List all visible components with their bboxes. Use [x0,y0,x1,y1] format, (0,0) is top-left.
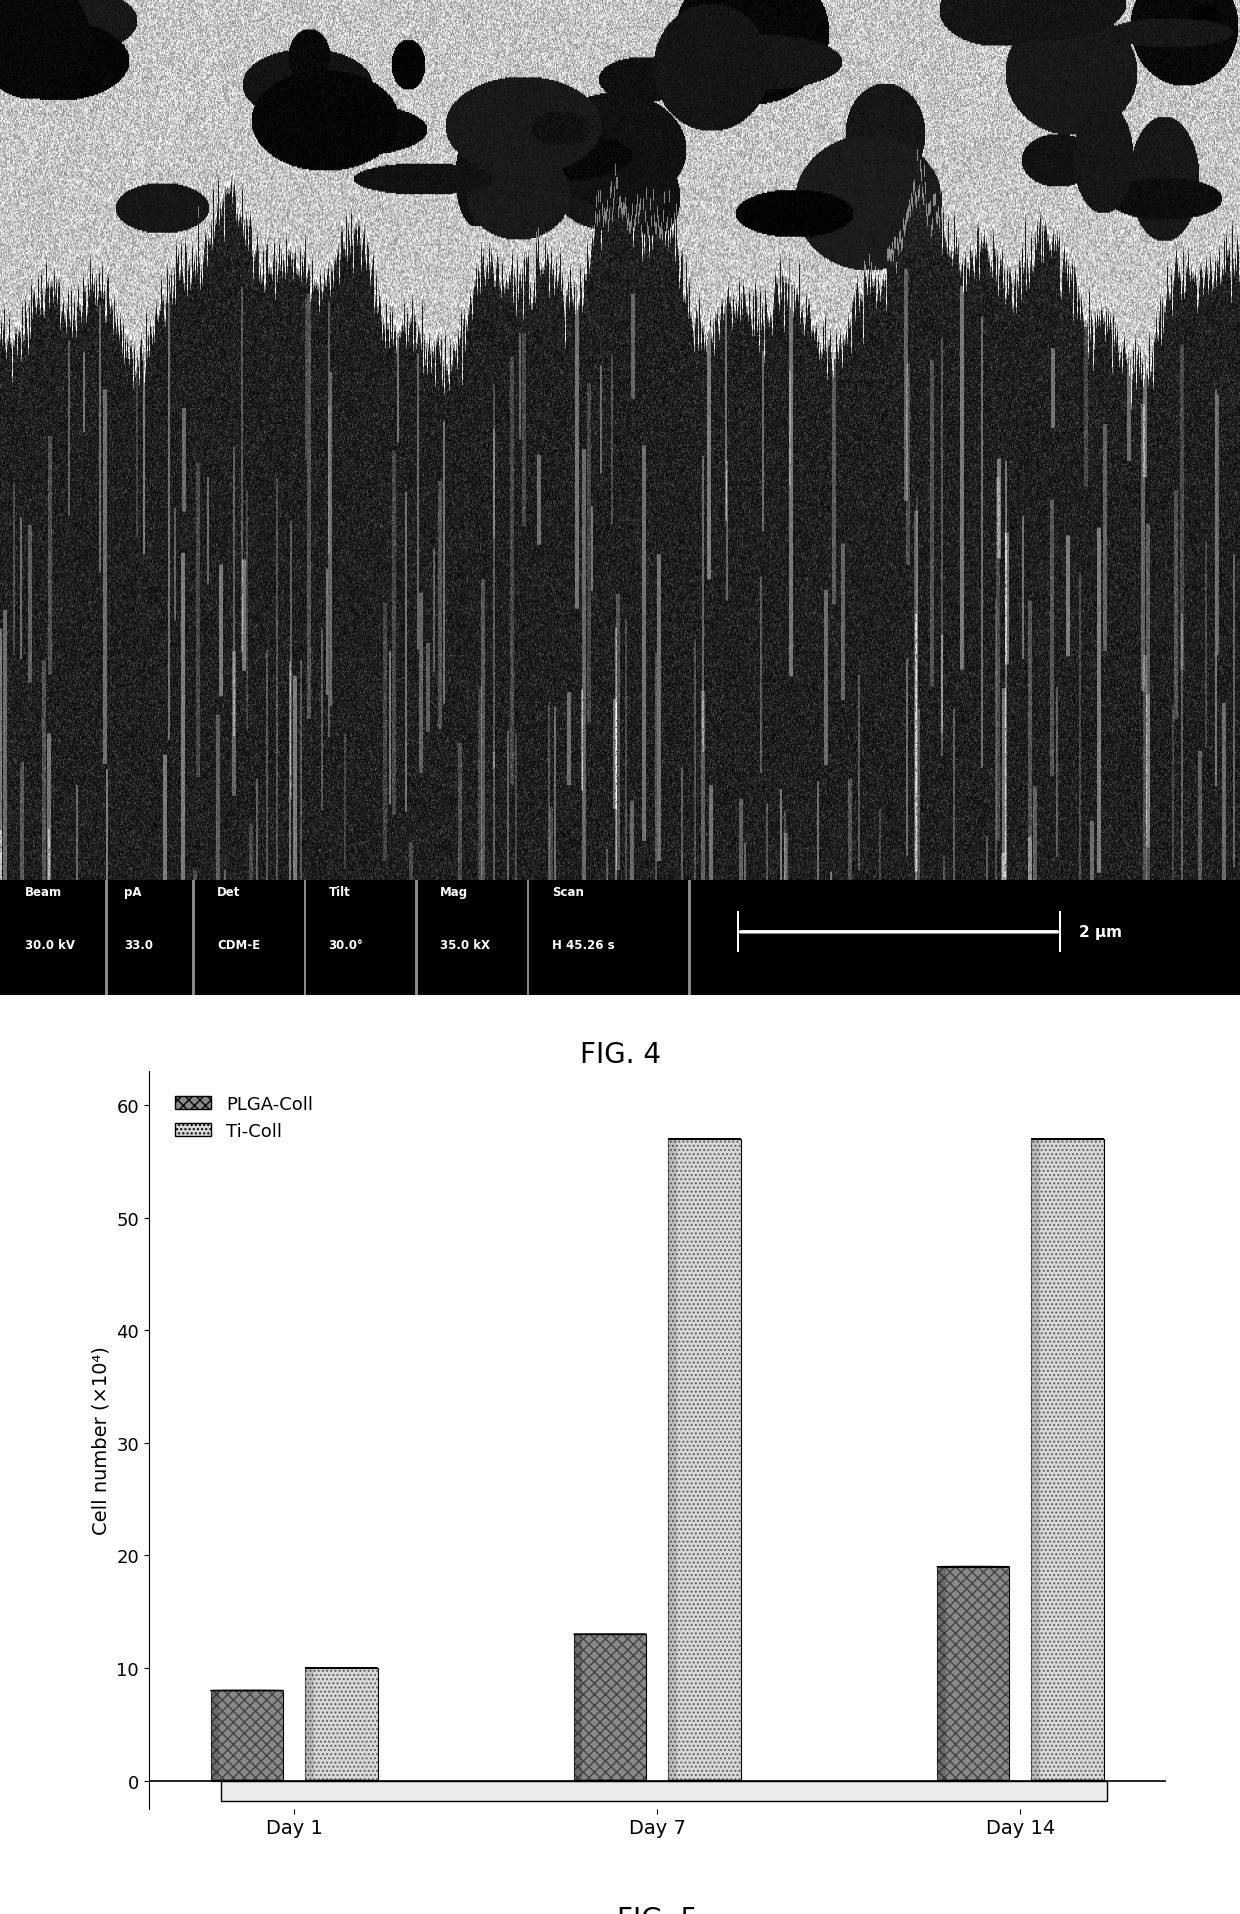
Bar [211,1690,283,1780]
Bar [937,1568,1009,1780]
Polygon shape [222,1780,1107,1801]
Text: 2 μm: 2 μm [1079,924,1122,940]
Text: Beam: Beam [25,886,62,898]
Bar [668,1139,740,1780]
Text: CDM-E: CDM-E [217,938,260,951]
Bar [937,1568,1009,1780]
Text: 33.0: 33.0 [124,938,153,951]
Bar [192,880,195,995]
Bar [415,880,418,995]
Bar [688,880,691,995]
Text: 35.0 kX: 35.0 kX [440,938,490,951]
Text: 30.0°: 30.0° [329,938,363,951]
Bar [574,1635,583,1780]
Bar [527,880,529,995]
Text: Scan: Scan [552,886,584,898]
Bar [668,1139,740,1780]
Text: H 45.26 s: H 45.26 s [552,938,615,951]
Bar [1032,1139,1040,1780]
Text: pA: pA [124,886,141,898]
Bar [574,1635,646,1780]
Text: Mag: Mag [440,886,469,898]
Bar [574,1635,646,1780]
Text: Tilt: Tilt [329,886,351,898]
Bar [105,880,108,995]
Text: Det: Det [217,886,241,898]
Bar [211,1690,283,1780]
Bar [1059,911,1061,953]
Bar [668,1139,677,1780]
Bar [0,880,1240,995]
Bar [305,1669,378,1780]
Bar [1032,1139,1104,1780]
Legend: PLGA-Coll, Ti-Coll: PLGA-Coll, Ti-Coll [167,1089,320,1148]
Bar [937,1568,946,1780]
Bar [737,911,739,953]
Bar [305,1669,377,1780]
Text: FIG. 5: FIG. 5 [616,1904,698,1914]
Y-axis label: Cell number (×10⁴): Cell number (×10⁴) [92,1346,110,1535]
Text: 30.0 kV: 30.0 kV [25,938,74,951]
Bar [1032,1139,1104,1780]
Bar [211,1690,219,1780]
Bar [304,880,306,995]
Bar [305,1669,314,1780]
Text: FIG. 4: FIG. 4 [579,1039,661,1068]
